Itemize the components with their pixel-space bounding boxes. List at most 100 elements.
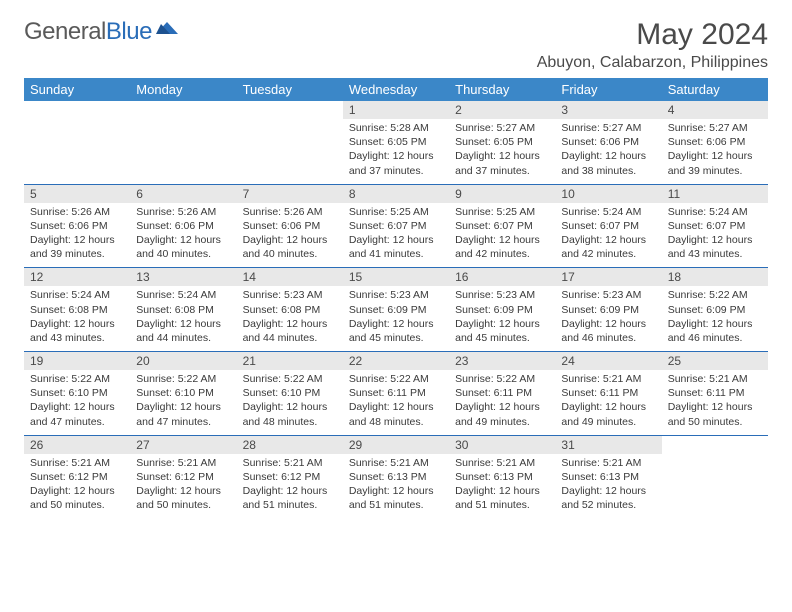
location: Abuyon, Calabarzon, Philippines	[537, 54, 768, 72]
day-body: Sunrise: 5:26 AMSunset: 6:06 PMDaylight:…	[237, 203, 343, 268]
day-number: 19	[24, 352, 130, 370]
day-body: Sunrise: 5:26 AMSunset: 6:06 PMDaylight:…	[130, 203, 236, 268]
day-number: 10	[555, 185, 661, 203]
day-cell: 1Sunrise: 5:28 AMSunset: 6:05 PMDaylight…	[343, 101, 449, 184]
day-number: 30	[449, 436, 555, 454]
day-cell: 3Sunrise: 5:27 AMSunset: 6:06 PMDaylight…	[555, 101, 661, 184]
day-body: Sunrise: 5:24 AMSunset: 6:08 PMDaylight:…	[24, 286, 130, 351]
day-number: 5	[24, 185, 130, 203]
day-body: Sunrise: 5:23 AMSunset: 6:08 PMDaylight:…	[237, 286, 343, 351]
day-body: Sunrise: 5:21 AMSunset: 6:12 PMDaylight:…	[24, 454, 130, 519]
logo-general: General	[24, 18, 106, 45]
day-body: Sunrise: 5:24 AMSunset: 6:08 PMDaylight:…	[130, 286, 236, 351]
calendar-body: ...1Sunrise: 5:28 AMSunset: 6:05 PMDayli…	[24, 101, 768, 518]
day-number: 14	[237, 268, 343, 286]
day-body: Sunrise: 5:25 AMSunset: 6:07 PMDaylight:…	[343, 203, 449, 268]
day-header: Tuesday	[237, 78, 343, 101]
day-header: Thursday	[449, 78, 555, 101]
day-cell: 15Sunrise: 5:23 AMSunset: 6:09 PMDayligh…	[343, 268, 449, 352]
day-header: Wednesday	[343, 78, 449, 101]
day-body: Sunrise: 5:21 AMSunset: 6:12 PMDaylight:…	[237, 454, 343, 519]
day-header: Friday	[555, 78, 661, 101]
day-body: Sunrise: 5:24 AMSunset: 6:07 PMDaylight:…	[555, 203, 661, 268]
day-number: 16	[449, 268, 555, 286]
day-cell: 25Sunrise: 5:21 AMSunset: 6:11 PMDayligh…	[662, 352, 768, 436]
day-number: 22	[343, 352, 449, 370]
day-cell: 26Sunrise: 5:21 AMSunset: 6:12 PMDayligh…	[24, 435, 130, 518]
day-number: 31	[555, 436, 661, 454]
day-cell: 22Sunrise: 5:22 AMSunset: 6:11 PMDayligh…	[343, 352, 449, 436]
day-number: 8	[343, 185, 449, 203]
day-number: 12	[24, 268, 130, 286]
day-number: 17	[555, 268, 661, 286]
day-number: 6	[130, 185, 236, 203]
day-number: 9	[449, 185, 555, 203]
day-cell: 4Sunrise: 5:27 AMSunset: 6:06 PMDaylight…	[662, 101, 768, 184]
day-cell: 6Sunrise: 5:26 AMSunset: 6:06 PMDaylight…	[130, 184, 236, 268]
day-cell: 23Sunrise: 5:22 AMSunset: 6:11 PMDayligh…	[449, 352, 555, 436]
day-body: Sunrise: 5:23 AMSunset: 6:09 PMDaylight:…	[555, 286, 661, 351]
day-cell: .	[662, 435, 768, 518]
day-header-row: SundayMondayTuesdayWednesdayThursdayFrid…	[24, 78, 768, 101]
day-header: Monday	[130, 78, 236, 101]
day-header: Saturday	[662, 78, 768, 101]
week-row: ...1Sunrise: 5:28 AMSunset: 6:05 PMDayli…	[24, 101, 768, 184]
day-body: Sunrise: 5:27 AMSunset: 6:06 PMDaylight:…	[662, 119, 768, 184]
day-cell: 9Sunrise: 5:25 AMSunset: 6:07 PMDaylight…	[449, 184, 555, 268]
day-body: Sunrise: 5:22 AMSunset: 6:10 PMDaylight:…	[24, 370, 130, 435]
day-number: 13	[130, 268, 236, 286]
month-title: May 2024	[537, 18, 768, 52]
day-body: Sunrise: 5:21 AMSunset: 6:13 PMDaylight:…	[343, 454, 449, 519]
day-cell: 18Sunrise: 5:22 AMSunset: 6:09 PMDayligh…	[662, 268, 768, 352]
day-body: Sunrise: 5:21 AMSunset: 6:13 PMDaylight:…	[555, 454, 661, 519]
day-cell: 12Sunrise: 5:24 AMSunset: 6:08 PMDayligh…	[24, 268, 130, 352]
day-body: Sunrise: 5:22 AMSunset: 6:09 PMDaylight:…	[662, 286, 768, 351]
day-number: 7	[237, 185, 343, 203]
day-number: 11	[662, 185, 768, 203]
logo-blue: Blue	[106, 18, 152, 45]
day-number: 25	[662, 352, 768, 370]
day-cell: 5Sunrise: 5:26 AMSunset: 6:06 PMDaylight…	[24, 184, 130, 268]
day-number: 23	[449, 352, 555, 370]
logo: GeneralBlue	[24, 18, 182, 46]
header: GeneralBlue May 2024 Abuyon, Calabarzon,…	[24, 18, 768, 72]
day-body: Sunrise: 5:22 AMSunset: 6:11 PMDaylight:…	[449, 370, 555, 435]
day-body: Sunrise: 5:24 AMSunset: 6:07 PMDaylight:…	[662, 203, 768, 268]
week-row: 26Sunrise: 5:21 AMSunset: 6:12 PMDayligh…	[24, 435, 768, 518]
day-number: 27	[130, 436, 236, 454]
day-body: Sunrise: 5:25 AMSunset: 6:07 PMDaylight:…	[449, 203, 555, 268]
day-cell: 28Sunrise: 5:21 AMSunset: 6:12 PMDayligh…	[237, 435, 343, 518]
day-cell: 21Sunrise: 5:22 AMSunset: 6:10 PMDayligh…	[237, 352, 343, 436]
title-block: May 2024 Abuyon, Calabarzon, Philippines	[537, 18, 768, 72]
day-cell: 20Sunrise: 5:22 AMSunset: 6:10 PMDayligh…	[130, 352, 236, 436]
calendar-table: SundayMondayTuesdayWednesdayThursdayFrid…	[24, 78, 768, 518]
day-number: 3	[555, 101, 661, 119]
day-body: Sunrise: 5:21 AMSunset: 6:11 PMDaylight:…	[555, 370, 661, 435]
day-cell: 10Sunrise: 5:24 AMSunset: 6:07 PMDayligh…	[555, 184, 661, 268]
day-number: 18	[662, 268, 768, 286]
day-body: Sunrise: 5:22 AMSunset: 6:11 PMDaylight:…	[343, 370, 449, 435]
day-body: Sunrise: 5:26 AMSunset: 6:06 PMDaylight:…	[24, 203, 130, 268]
day-body: Sunrise: 5:21 AMSunset: 6:11 PMDaylight:…	[662, 370, 768, 435]
day-cell: .	[24, 101, 130, 184]
day-cell: 31Sunrise: 5:21 AMSunset: 6:13 PMDayligh…	[555, 435, 661, 518]
day-number: 20	[130, 352, 236, 370]
day-number: 2	[449, 101, 555, 119]
flag-icon	[156, 20, 182, 43]
week-row: 19Sunrise: 5:22 AMSunset: 6:10 PMDayligh…	[24, 352, 768, 436]
day-number: 4	[662, 101, 768, 119]
day-cell: 16Sunrise: 5:23 AMSunset: 6:09 PMDayligh…	[449, 268, 555, 352]
day-cell: 7Sunrise: 5:26 AMSunset: 6:06 PMDaylight…	[237, 184, 343, 268]
day-number: 21	[237, 352, 343, 370]
day-cell: 2Sunrise: 5:27 AMSunset: 6:05 PMDaylight…	[449, 101, 555, 184]
day-cell: 29Sunrise: 5:21 AMSunset: 6:13 PMDayligh…	[343, 435, 449, 518]
day-body: Sunrise: 5:28 AMSunset: 6:05 PMDaylight:…	[343, 119, 449, 184]
day-cell: 30Sunrise: 5:21 AMSunset: 6:13 PMDayligh…	[449, 435, 555, 518]
day-number: 28	[237, 436, 343, 454]
day-body: Sunrise: 5:23 AMSunset: 6:09 PMDaylight:…	[343, 286, 449, 351]
day-body: Sunrise: 5:23 AMSunset: 6:09 PMDaylight:…	[449, 286, 555, 351]
week-row: 5Sunrise: 5:26 AMSunset: 6:06 PMDaylight…	[24, 184, 768, 268]
day-number: 24	[555, 352, 661, 370]
day-body: Sunrise: 5:22 AMSunset: 6:10 PMDaylight:…	[237, 370, 343, 435]
day-cell: 11Sunrise: 5:24 AMSunset: 6:07 PMDayligh…	[662, 184, 768, 268]
